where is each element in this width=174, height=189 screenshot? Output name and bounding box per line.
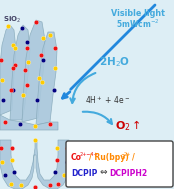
Text: 3: 3	[120, 154, 125, 160]
Polygon shape	[0, 115, 58, 130]
Text: 2+−4+: 2+−4+	[80, 153, 99, 157]
Text: / Ru(bpy): / Ru(bpy)	[89, 153, 129, 161]
Text: 2H$_2$O: 2H$_2$O	[99, 55, 131, 69]
Polygon shape	[36, 32, 57, 125]
Text: 2+: 2+	[124, 153, 131, 157]
Text: Co: Co	[71, 153, 82, 161]
Text: DCPIPH2: DCPIPH2	[109, 169, 147, 177]
Text: ⇔: ⇔	[100, 169, 108, 177]
Polygon shape	[0, 25, 16, 115]
Polygon shape	[22, 20, 45, 122]
Text: Visible light: Visible light	[111, 9, 165, 19]
Text: 5mWcm$^{-2}$: 5mWcm$^{-2}$	[116, 18, 160, 30]
Text: DCPIP: DCPIP	[71, 169, 97, 177]
Text: SiO$_2$: SiO$_2$	[3, 15, 21, 25]
Text: /: /	[132, 153, 135, 161]
Text: O$_2$$\uparrow$: O$_2$$\uparrow$	[115, 119, 141, 133]
Polygon shape	[10, 25, 30, 120]
FancyBboxPatch shape	[66, 141, 173, 187]
Polygon shape	[0, 140, 69, 189]
Text: 4H$^+$ + 4e$^-$: 4H$^+$ + 4e$^-$	[85, 94, 131, 106]
